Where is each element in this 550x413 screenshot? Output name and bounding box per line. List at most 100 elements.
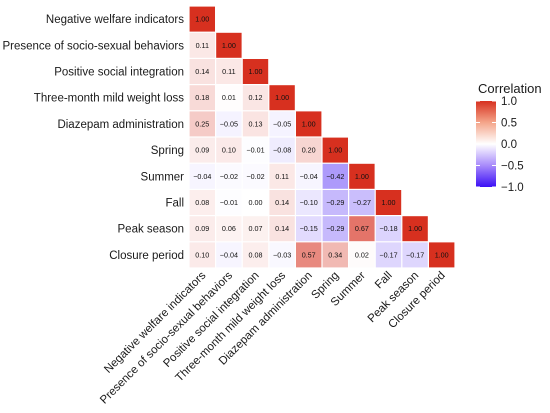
- cell-value-label: −0.17: [406, 250, 424, 259]
- heatmap-cell: [242, 85, 269, 111]
- cell-value-label: 0.09: [195, 146, 209, 155]
- cell-value-label: 0.01: [222, 93, 236, 102]
- cell-value-label: 0.02: [355, 250, 369, 259]
- heatmap-cell: [296, 216, 322, 242]
- heatmap-cell: [375, 242, 402, 268]
- cell-value-label: 0.09: [195, 224, 209, 233]
- heatmap-cell: [216, 190, 242, 215]
- heatmap-cell: [349, 216, 375, 242]
- heatmap-cell: [375, 216, 402, 242]
- cell-value-label: 1.00: [382, 198, 396, 207]
- heatmap-cell: [216, 85, 242, 111]
- cell-value-label: −0.17: [379, 250, 397, 259]
- cell-value-label: 0.34: [328, 250, 342, 259]
- heatmap-cell: [189, 85, 215, 111]
- cell-value-label: 0.18: [195, 93, 209, 102]
- column-label: Fall: [373, 270, 395, 292]
- cell-value-label: −0.10: [300, 198, 318, 207]
- heatmap-cell: [189, 242, 215, 268]
- heatmap-cell: [269, 242, 295, 268]
- cell-value-label: 0.14: [275, 198, 289, 207]
- heatmap-cell: [216, 163, 242, 189]
- cell-value-label: −0.02: [246, 172, 264, 181]
- cell-value-label: −0.02: [220, 172, 238, 181]
- cell-value-label: −0.29: [326, 198, 344, 207]
- heatmap-cell: [322, 163, 348, 189]
- legend-ticks: 1.0 0.5 0.0 −0.5 −1.0: [476, 96, 524, 194]
- heatmap-cell: [242, 137, 269, 163]
- row-label: Diazepam administration: [57, 119, 184, 131]
- cell-value-label: −0.15: [300, 224, 318, 233]
- cell-value-label: −0.01: [220, 198, 238, 207]
- row-label: Summer: [141, 171, 185, 183]
- heatmap-cell: [242, 216, 269, 242]
- cell-value-label: 0.10: [222, 146, 236, 155]
- cell-value-label: 1.00: [435, 250, 449, 259]
- heatmap-cell: [216, 32, 242, 58]
- heatmap-cell: [402, 242, 428, 268]
- heatmap-cell: [349, 190, 375, 215]
- heatmap-cell: [322, 242, 348, 268]
- cell-value-label: 1.00: [222, 41, 236, 50]
- row-labels: Negative welfare indicators Presence of s…: [2, 14, 184, 262]
- heatmap-cell: [269, 216, 295, 242]
- cell-value-label: −0.03: [273, 250, 291, 259]
- cell-value-label: −0.04: [220, 250, 238, 259]
- cell-value-label: −0.01: [246, 146, 264, 155]
- row-label: Presence of socio-sexual behaviors: [2, 40, 184, 52]
- cell-value-label: 1.00: [328, 146, 342, 155]
- cell-value-label: 0.11: [222, 67, 235, 76]
- row-label: Closure period: [109, 250, 184, 262]
- heatmap-cell: [189, 216, 215, 242]
- cell-value-label: 1.00: [408, 224, 422, 233]
- cell-value-label: −0.04: [193, 172, 211, 181]
- cell-value-label: 0.14: [195, 67, 209, 76]
- cell-value-label: 1.00: [195, 15, 209, 24]
- heatmap-cell: [269, 137, 295, 163]
- cell-value-label: 0.20: [302, 146, 316, 155]
- cell-value-label: 0.10: [195, 250, 209, 259]
- heatmap-cell: [269, 190, 295, 215]
- cell-value-label: 0.07: [249, 224, 263, 233]
- cell-value-label: 0.11: [196, 41, 209, 50]
- heatmap-cell: [216, 137, 242, 163]
- cell-value-label: 0.00: [249, 198, 263, 207]
- heatmap-cell: [189, 32, 215, 58]
- row-label: Negative welfare indicators: [46, 14, 184, 26]
- heatmap-cell: [296, 242, 322, 268]
- heatmap-cell: [242, 242, 269, 268]
- heatmap-cell: [242, 190, 269, 215]
- heatmap-cell: [216, 216, 242, 242]
- cell-value-label: 0.06: [222, 224, 236, 233]
- cell-value-label: −0.29: [326, 224, 344, 233]
- cell-value-label: 0.67: [355, 224, 369, 233]
- heatmap-cell: [216, 59, 242, 84]
- cell-value-label: 1.00: [355, 172, 369, 181]
- heatmap-cell: [322, 216, 348, 242]
- heatmap-cell: [189, 59, 215, 84]
- heatmap-cell: [296, 137, 322, 163]
- legend-title: Correlation: [478, 81, 542, 96]
- heatmap-cell: [216, 111, 242, 137]
- heatmap-cell: [216, 242, 242, 268]
- cell-value-label: −0.42: [326, 172, 344, 181]
- cell-value-label: 0.13: [249, 119, 263, 128]
- heatmap-cell: [242, 59, 269, 84]
- heatmap-cell: [296, 190, 322, 215]
- cell-value-label: −0.18: [379, 224, 397, 233]
- legend-tick-label: 0.0: [501, 139, 517, 151]
- heatmap-cell: [269, 85, 295, 111]
- cell-value-label: 0.14: [275, 224, 289, 233]
- legend-colorbar: [476, 101, 496, 187]
- heatmap-cell: [296, 111, 322, 137]
- legend-tick-label: −1.0: [501, 182, 524, 194]
- heatmap-cell: [322, 137, 348, 163]
- cell-value-label: −0.04: [300, 172, 318, 181]
- legend-tick-label: 1.0: [501, 96, 517, 108]
- cell-value-label: 0.08: [249, 250, 263, 259]
- cell-value-label: −0.05: [273, 119, 291, 128]
- heatmap-cell: [402, 216, 428, 242]
- cell-value-label: 1.00: [249, 67, 263, 76]
- heatmap-cell: [189, 111, 215, 137]
- color-legend: Correlation 1.0 0.5 0.0 −0.5 −1.0: [476, 81, 542, 194]
